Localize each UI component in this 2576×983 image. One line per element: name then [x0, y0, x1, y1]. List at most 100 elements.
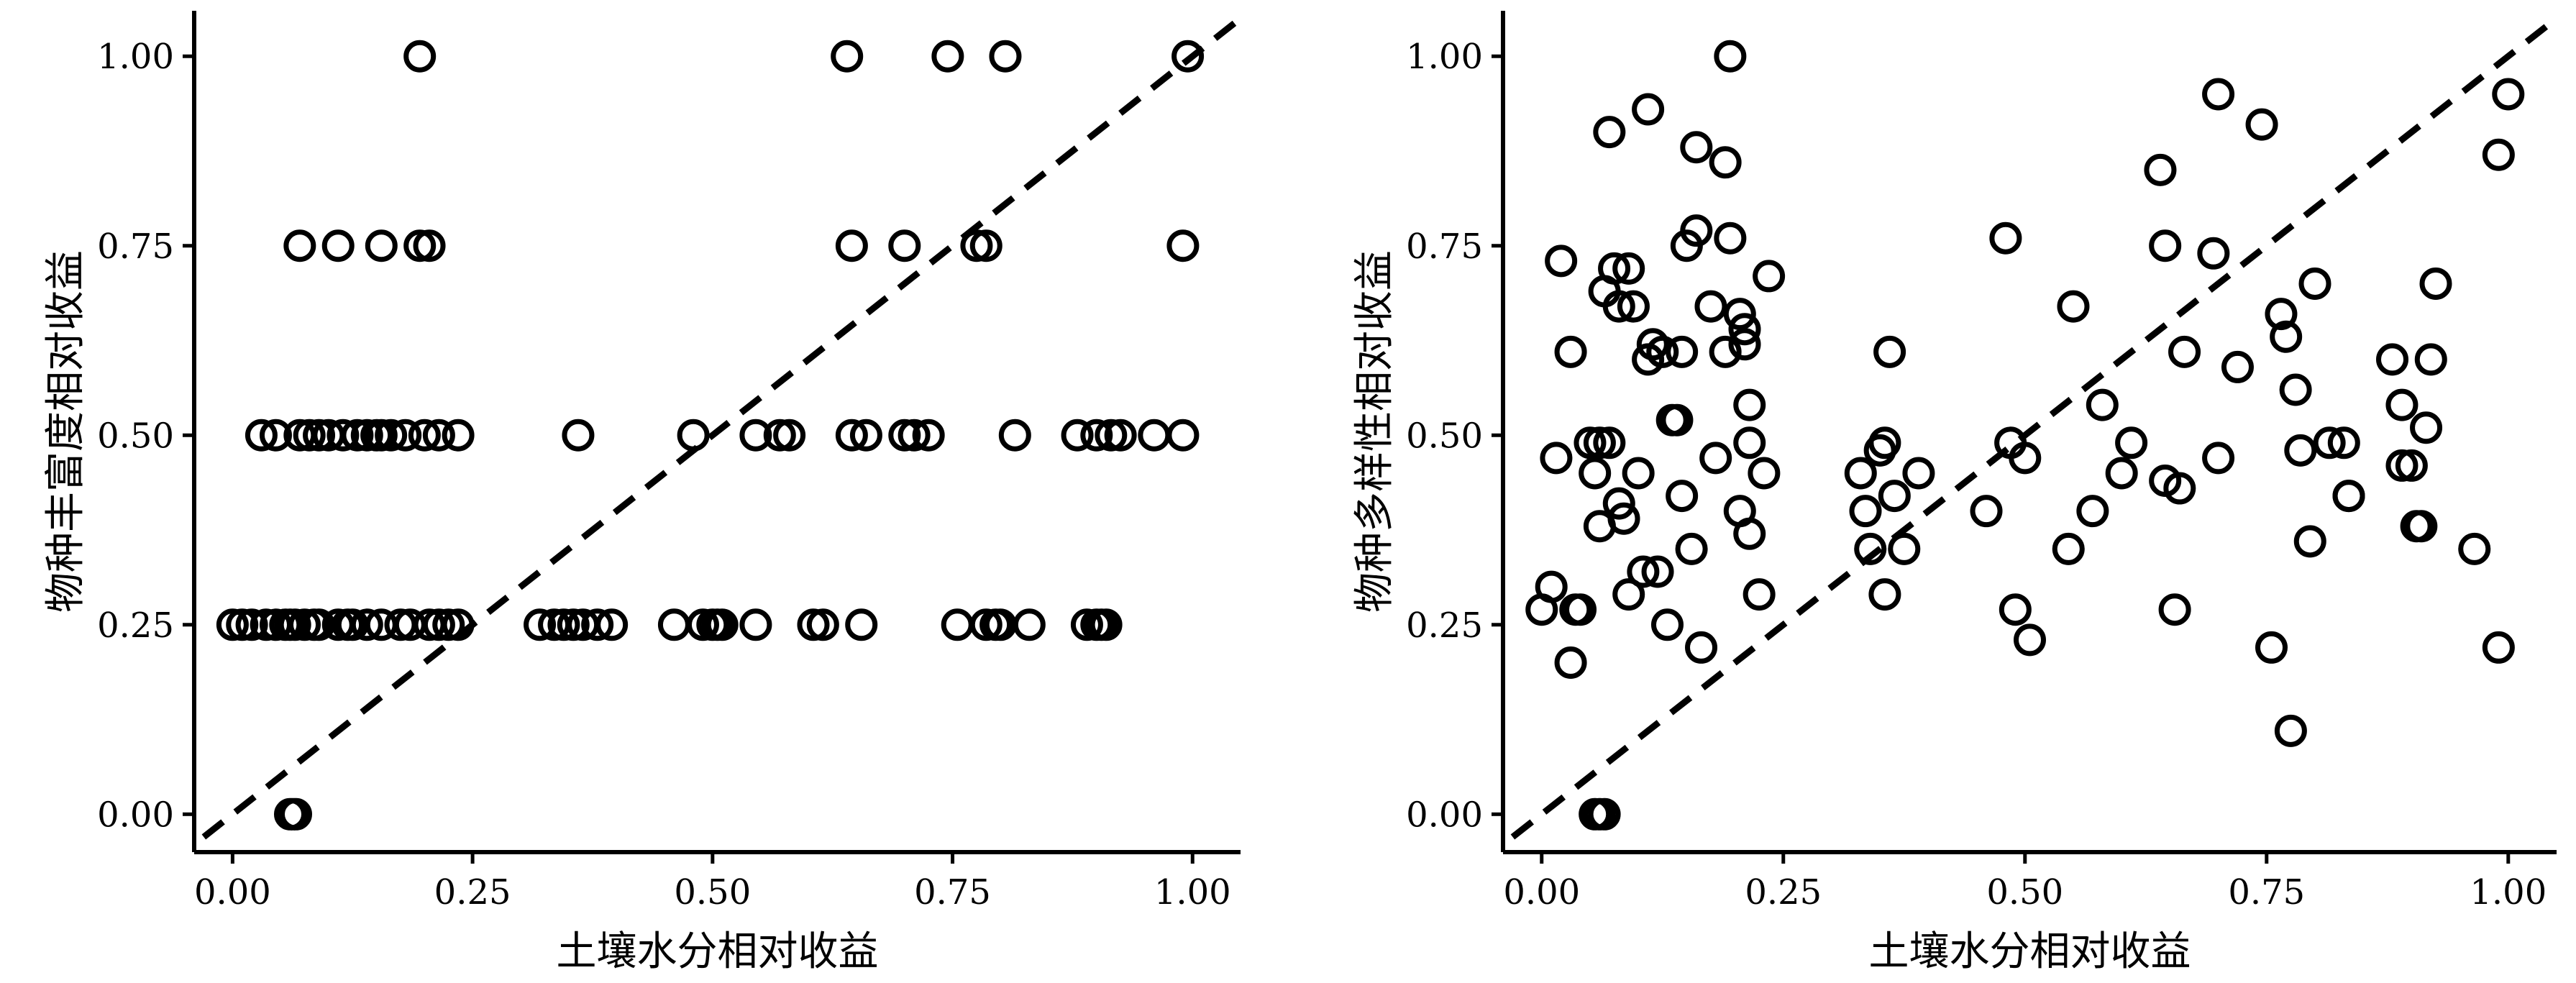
- y-tick-label: 0.00: [1406, 795, 1483, 835]
- y-tick-label: 0.75: [97, 227, 174, 267]
- data-point: [1902, 457, 1935, 490]
- data-point: [1868, 578, 1901, 611]
- data-point: [2414, 343, 2447, 376]
- data-point: [326, 419, 360, 452]
- data-point: [1564, 593, 1597, 626]
- data-point: [657, 608, 690, 641]
- data-point: [1748, 457, 1781, 490]
- data-point: [1138, 419, 1171, 452]
- x-axis-title-right: 土壤水分相对收益: [1869, 928, 2191, 975]
- data-point: [365, 419, 398, 452]
- data-point: [524, 608, 557, 641]
- data-point: [1685, 631, 1718, 664]
- data-point: [235, 608, 268, 641]
- data-point: [2197, 237, 2230, 270]
- data-point: [2057, 290, 2090, 323]
- data-point: [278, 608, 311, 641]
- data-point: [2255, 631, 2288, 664]
- data-point: [2076, 495, 2109, 528]
- data-point: [831, 40, 864, 73]
- data-point: [413, 229, 446, 262]
- data-point: [581, 608, 614, 641]
- data-point: [1666, 335, 1699, 368]
- data-point: [2105, 457, 2138, 490]
- data-point: [739, 608, 772, 641]
- y-axis-title-left: 物种丰富度相对收益: [42, 250, 89, 613]
- data-point: [1709, 146, 1742, 179]
- data-point: [2245, 108, 2278, 141]
- data-point: [557, 608, 590, 641]
- data-point: [1694, 290, 1727, 323]
- data-point: [562, 419, 595, 452]
- data-point: [1714, 40, 1747, 73]
- data-point: [931, 40, 964, 73]
- y-tick-label: 0.75: [1406, 227, 1483, 267]
- data-point: [303, 419, 336, 452]
- x-tick-label: 0.00: [194, 872, 271, 913]
- data-point: [1878, 480, 1911, 513]
- data-point: [1061, 419, 1094, 452]
- data-point: [1733, 517, 1766, 550]
- data-point: [350, 419, 383, 452]
- data-point: [2405, 510, 2438, 543]
- data-point: [1612, 578, 1645, 611]
- data-point: [283, 229, 316, 262]
- data-point: [432, 608, 465, 641]
- data-point: [1999, 593, 2032, 626]
- data-point: [1583, 426, 1616, 460]
- data-point: [1070, 608, 1103, 641]
- data-point: [341, 419, 374, 452]
- data-point: [1641, 555, 1674, 588]
- data-point: [2279, 373, 2312, 406]
- data-point: [1627, 555, 1660, 588]
- data-point: [989, 40, 1022, 73]
- data-point: [1545, 244, 1578, 278]
- data-point: [547, 608, 580, 641]
- data-point: [1753, 260, 1786, 293]
- data-point: [806, 608, 839, 641]
- data-point: [245, 419, 278, 452]
- x-tick-label: 0.50: [1986, 872, 2063, 913]
- data-point: [1593, 116, 1626, 149]
- data-point: [739, 419, 772, 452]
- data-point: [1579, 457, 1612, 490]
- data-point: [1709, 335, 1742, 368]
- data-point: [2385, 449, 2419, 482]
- data-point: [969, 229, 1002, 262]
- x-tick-label: 0.25: [1745, 872, 1822, 913]
- data-point: [845, 608, 878, 641]
- x-ticks-left: 0.00 0.25 0.50 0.75 1.00: [194, 852, 1231, 913]
- data-point: [1617, 290, 1650, 323]
- x-tick-label: 0.25: [434, 872, 511, 913]
- points-right: [1525, 40, 2525, 831]
- y-tick-label: 0.00: [97, 795, 174, 835]
- data-point: [1849, 495, 1882, 528]
- data-point: [998, 419, 1031, 452]
- data-point: [2163, 472, 2196, 505]
- data-point: [2458, 532, 2491, 565]
- data-point: [1868, 426, 1901, 460]
- data-point: [1888, 532, 1921, 565]
- data-point: [763, 419, 796, 452]
- data-point: [898, 419, 931, 452]
- data-point: [1699, 442, 1732, 475]
- data-point: [1873, 335, 1906, 368]
- data-point: [2265, 298, 2298, 331]
- chart-left: 0.00 0.25 0.50 0.75 1.00 0.00 0.25 0.50 0.75 1.0…: [42, 11, 1243, 975]
- data-point: [686, 608, 719, 641]
- data-point: [1622, 457, 1655, 490]
- data-point: [1574, 426, 1607, 460]
- data-point: [2158, 593, 2191, 626]
- reference-line-right: [1510, 15, 2559, 840]
- data-point: [1733, 388, 1766, 421]
- data-point: [1104, 419, 1137, 452]
- data-point: [677, 419, 710, 452]
- data-point: [2144, 153, 2177, 186]
- data-point: [1714, 221, 1747, 255]
- data-point: [1680, 131, 1713, 164]
- data-point: [1632, 93, 1665, 126]
- data-point: [595, 608, 629, 641]
- x-axis-title-left: 土壤水分相对收益: [557, 928, 879, 975]
- data-point: [1166, 419, 1200, 452]
